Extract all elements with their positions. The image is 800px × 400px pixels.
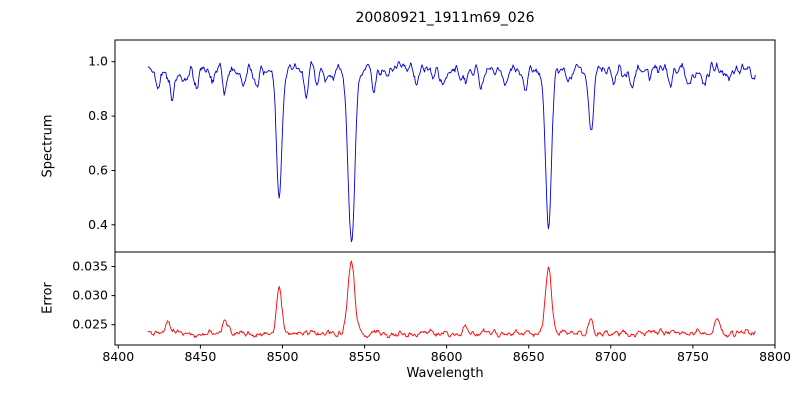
- xtick-label: 8800: [759, 349, 791, 364]
- error-axis-label: Error: [40, 282, 56, 314]
- xtick-label: 8450: [184, 349, 216, 364]
- ytick-label: 1.0: [88, 54, 108, 69]
- ytick-label: 0.025: [72, 317, 108, 332]
- error-frame: [114, 251, 776, 346]
- ytick-label: 0.4: [88, 217, 108, 232]
- xtick-label: 8700: [595, 349, 627, 364]
- spectrum-axis-label: Spectrum: [40, 114, 56, 178]
- ytick-label: 0.030: [72, 288, 108, 303]
- ytick-label: 0.6: [88, 163, 108, 178]
- x-axis-label: Wavelength: [406, 366, 484, 381]
- ytick-label: 0.8: [88, 108, 108, 123]
- xtick-label: 8600: [431, 349, 463, 364]
- chart-title: 20080921_1911m69_026: [355, 10, 535, 26]
- xtick-label: 8400: [102, 349, 134, 364]
- xtick-label: 8550: [349, 349, 381, 364]
- ytick-label: 0.035: [72, 259, 108, 274]
- error-line: [147, 260, 756, 339]
- xtick-label: 8750: [677, 349, 709, 364]
- spectrum-line: [147, 60, 756, 243]
- xtick-label: 8650: [513, 349, 545, 364]
- xtick-label: 8500: [267, 349, 299, 364]
